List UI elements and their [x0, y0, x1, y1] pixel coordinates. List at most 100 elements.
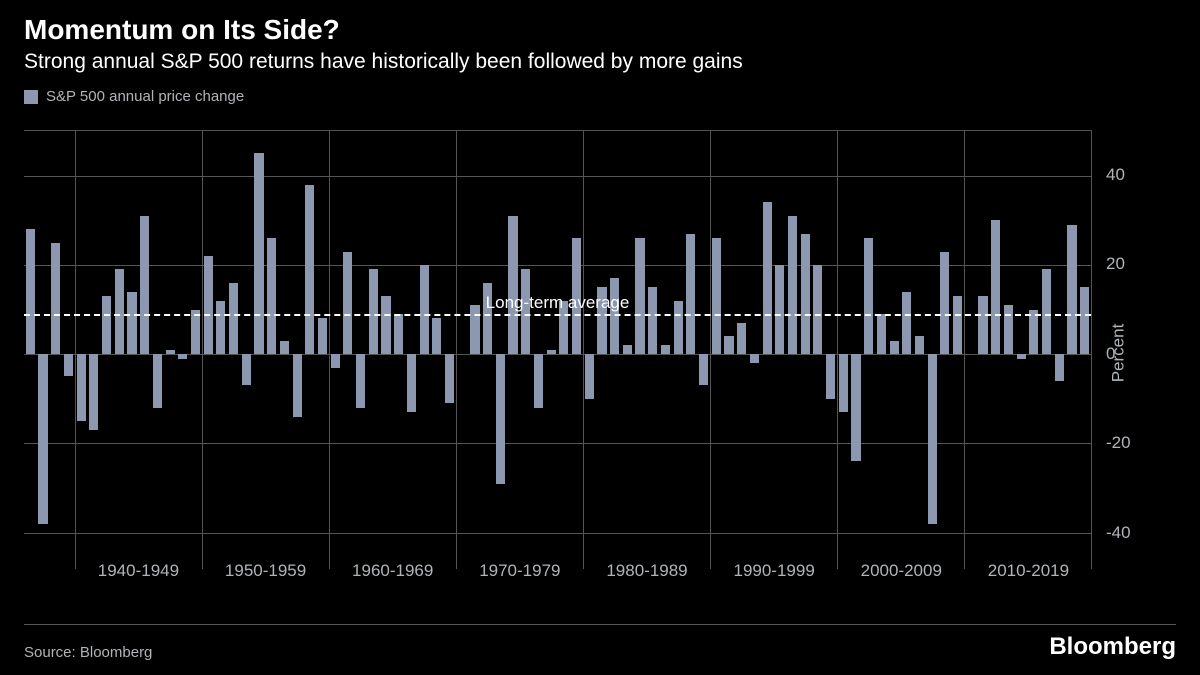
bar: [267, 238, 276, 354]
bar: [547, 350, 556, 354]
decade-divider: [75, 131, 76, 569]
bar: [839, 354, 848, 412]
bar: [902, 292, 911, 354]
bar: [127, 292, 136, 354]
bar: [661, 345, 670, 354]
bar: [750, 354, 759, 363]
bar: [115, 269, 124, 354]
bar: [64, 354, 73, 376]
bar: [712, 238, 721, 354]
bar: [216, 301, 225, 355]
bar: [77, 354, 86, 421]
y-tick-label: 20: [1106, 254, 1125, 274]
y-axis-title: Percent: [1109, 323, 1129, 382]
bar: [978, 296, 987, 354]
bar: [801, 234, 810, 355]
bar: [610, 278, 619, 354]
y-tick-label: -40: [1106, 523, 1131, 543]
legend: S&P 500 annual price change: [0, 82, 1200, 111]
bar: [242, 354, 251, 385]
bar: [305, 185, 314, 355]
bar: [26, 229, 35, 354]
bar: [508, 216, 517, 354]
bar: [178, 354, 187, 358]
x-tick-label: 1960-1969: [352, 561, 433, 581]
bar: [864, 238, 873, 354]
bar: [991, 220, 1000, 354]
bar: [381, 296, 390, 354]
decade-divider: [837, 131, 838, 569]
bar: [724, 336, 733, 354]
legend-swatch: [24, 90, 38, 104]
bar: [915, 336, 924, 354]
bar: [318, 318, 327, 354]
bar: [826, 354, 835, 399]
bar: [1017, 354, 1026, 358]
bar: [699, 354, 708, 385]
bar: [280, 341, 289, 354]
plot-area: Long-term average: [24, 130, 1092, 555]
bar: [407, 354, 416, 412]
bar: [1042, 269, 1051, 354]
bar: [102, 296, 111, 354]
bar: [38, 354, 47, 524]
legend-label: S&P 500 annual price change: [46, 88, 244, 105]
bar: [1055, 354, 1064, 381]
decade-divider: [583, 131, 584, 569]
decade-divider: [329, 131, 330, 569]
bar: [788, 216, 797, 354]
source-text: Source: Bloomberg: [24, 644, 152, 661]
bar: [1004, 305, 1013, 354]
bar: [1029, 310, 1038, 355]
bars-container: [24, 131, 1091, 555]
bar: [648, 287, 657, 354]
decade-divider: [1091, 131, 1092, 569]
bar: [420, 265, 429, 354]
x-tick-label: 2010-2019: [988, 561, 1069, 581]
bar: [89, 354, 98, 430]
bar: [928, 354, 937, 524]
chart-area: Long-term average 1940-1949 1950-1959 1960…: [24, 120, 1140, 585]
y-tick-label: 40: [1106, 165, 1125, 185]
brand-logo: Bloomberg: [1049, 633, 1176, 661]
bar: [369, 269, 378, 354]
bar: [166, 350, 175, 354]
x-axis-labels: 1940-1949 1950-1959 1960-1969 1970-1979 1980…: [24, 561, 1092, 585]
decade-divider: [202, 131, 203, 569]
bar: [585, 354, 594, 399]
x-tick-label: 1950-1959: [225, 561, 306, 581]
bar: [394, 314, 403, 354]
x-tick-label: 1980-1989: [606, 561, 687, 581]
chart-title: Momentum on Its Side?: [0, 0, 1200, 50]
bar: [496, 354, 505, 483]
bar: [445, 354, 454, 403]
bar: [432, 318, 441, 354]
bar: [674, 301, 683, 355]
x-tick-label: 1940-1949: [98, 561, 179, 581]
chart-subtitle: Strong annual S&P 500 returns have histo…: [0, 50, 1200, 82]
bar: [153, 354, 162, 408]
x-tick-label: 1970-1979: [479, 561, 560, 581]
bar: [890, 341, 899, 354]
x-tick-label: 2000-2009: [861, 561, 942, 581]
decade-divider: [710, 131, 711, 569]
bar: [1067, 225, 1076, 354]
bar: [877, 314, 886, 354]
average-label: Long-term average: [486, 293, 630, 313]
bar: [51, 243, 60, 355]
bar: [191, 310, 200, 355]
bar: [1080, 287, 1089, 354]
decade-divider: [964, 131, 965, 569]
bar: [737, 323, 746, 354]
bar: [470, 305, 479, 354]
bar: [813, 265, 822, 354]
footer: Source: Bloomberg Bloomberg: [24, 624, 1176, 661]
bar: [293, 354, 302, 416]
bar: [356, 354, 365, 408]
bar: [775, 265, 784, 354]
bar: [140, 216, 149, 354]
bar: [953, 296, 962, 354]
bar: [254, 153, 263, 354]
bar: [204, 256, 213, 354]
bar: [343, 252, 352, 355]
